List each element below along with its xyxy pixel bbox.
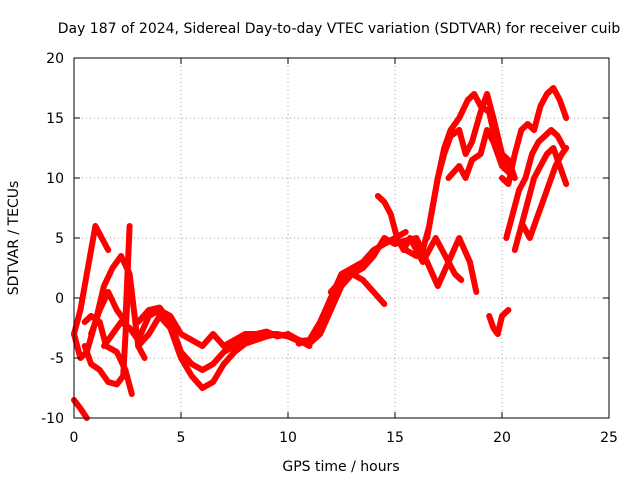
axis-ticks: 0 5 10 15 20 25 -10 -5 0 5 10 15 20 xyxy=(41,51,618,446)
y-tick-label: -10 xyxy=(41,411,64,427)
series-line-track-r xyxy=(503,127,568,241)
x-tick-label: 20 xyxy=(493,430,511,446)
x-tick-label: 10 xyxy=(279,430,297,446)
y-tick-label: 10 xyxy=(46,171,64,187)
y-tick-label: -5 xyxy=(50,351,64,367)
chart-title: Day 187 of 2024, Sidereal Day-to-day VTE… xyxy=(58,21,621,37)
x-tick-label: 25 xyxy=(600,430,618,446)
series-line-track-o xyxy=(445,127,512,181)
y-tick-label: 5 xyxy=(55,231,64,247)
y-tick-label: 20 xyxy=(46,51,64,67)
y-tick-label: 0 xyxy=(55,291,64,307)
series-line-track-p xyxy=(486,307,512,337)
series-line-track-a xyxy=(71,397,90,421)
series-line-track-i xyxy=(135,229,409,391)
series-line-track-q xyxy=(499,85,570,187)
x-tick-label: 0 xyxy=(70,430,79,446)
x-tick-label: 5 xyxy=(177,430,186,446)
data-series xyxy=(71,85,570,421)
y-axis-label: SDTVAR / TECUs xyxy=(6,181,22,296)
series-line-track-j xyxy=(295,271,388,347)
series-line-track-t xyxy=(520,145,570,241)
series-line-track-b xyxy=(71,223,112,337)
series-line-track-e xyxy=(81,295,131,388)
x-axis-label: GPS time / hours xyxy=(282,459,399,475)
x-tick-label: 15 xyxy=(386,430,404,446)
series-line-track-f xyxy=(88,223,133,337)
y-tick-label: 15 xyxy=(46,111,64,127)
